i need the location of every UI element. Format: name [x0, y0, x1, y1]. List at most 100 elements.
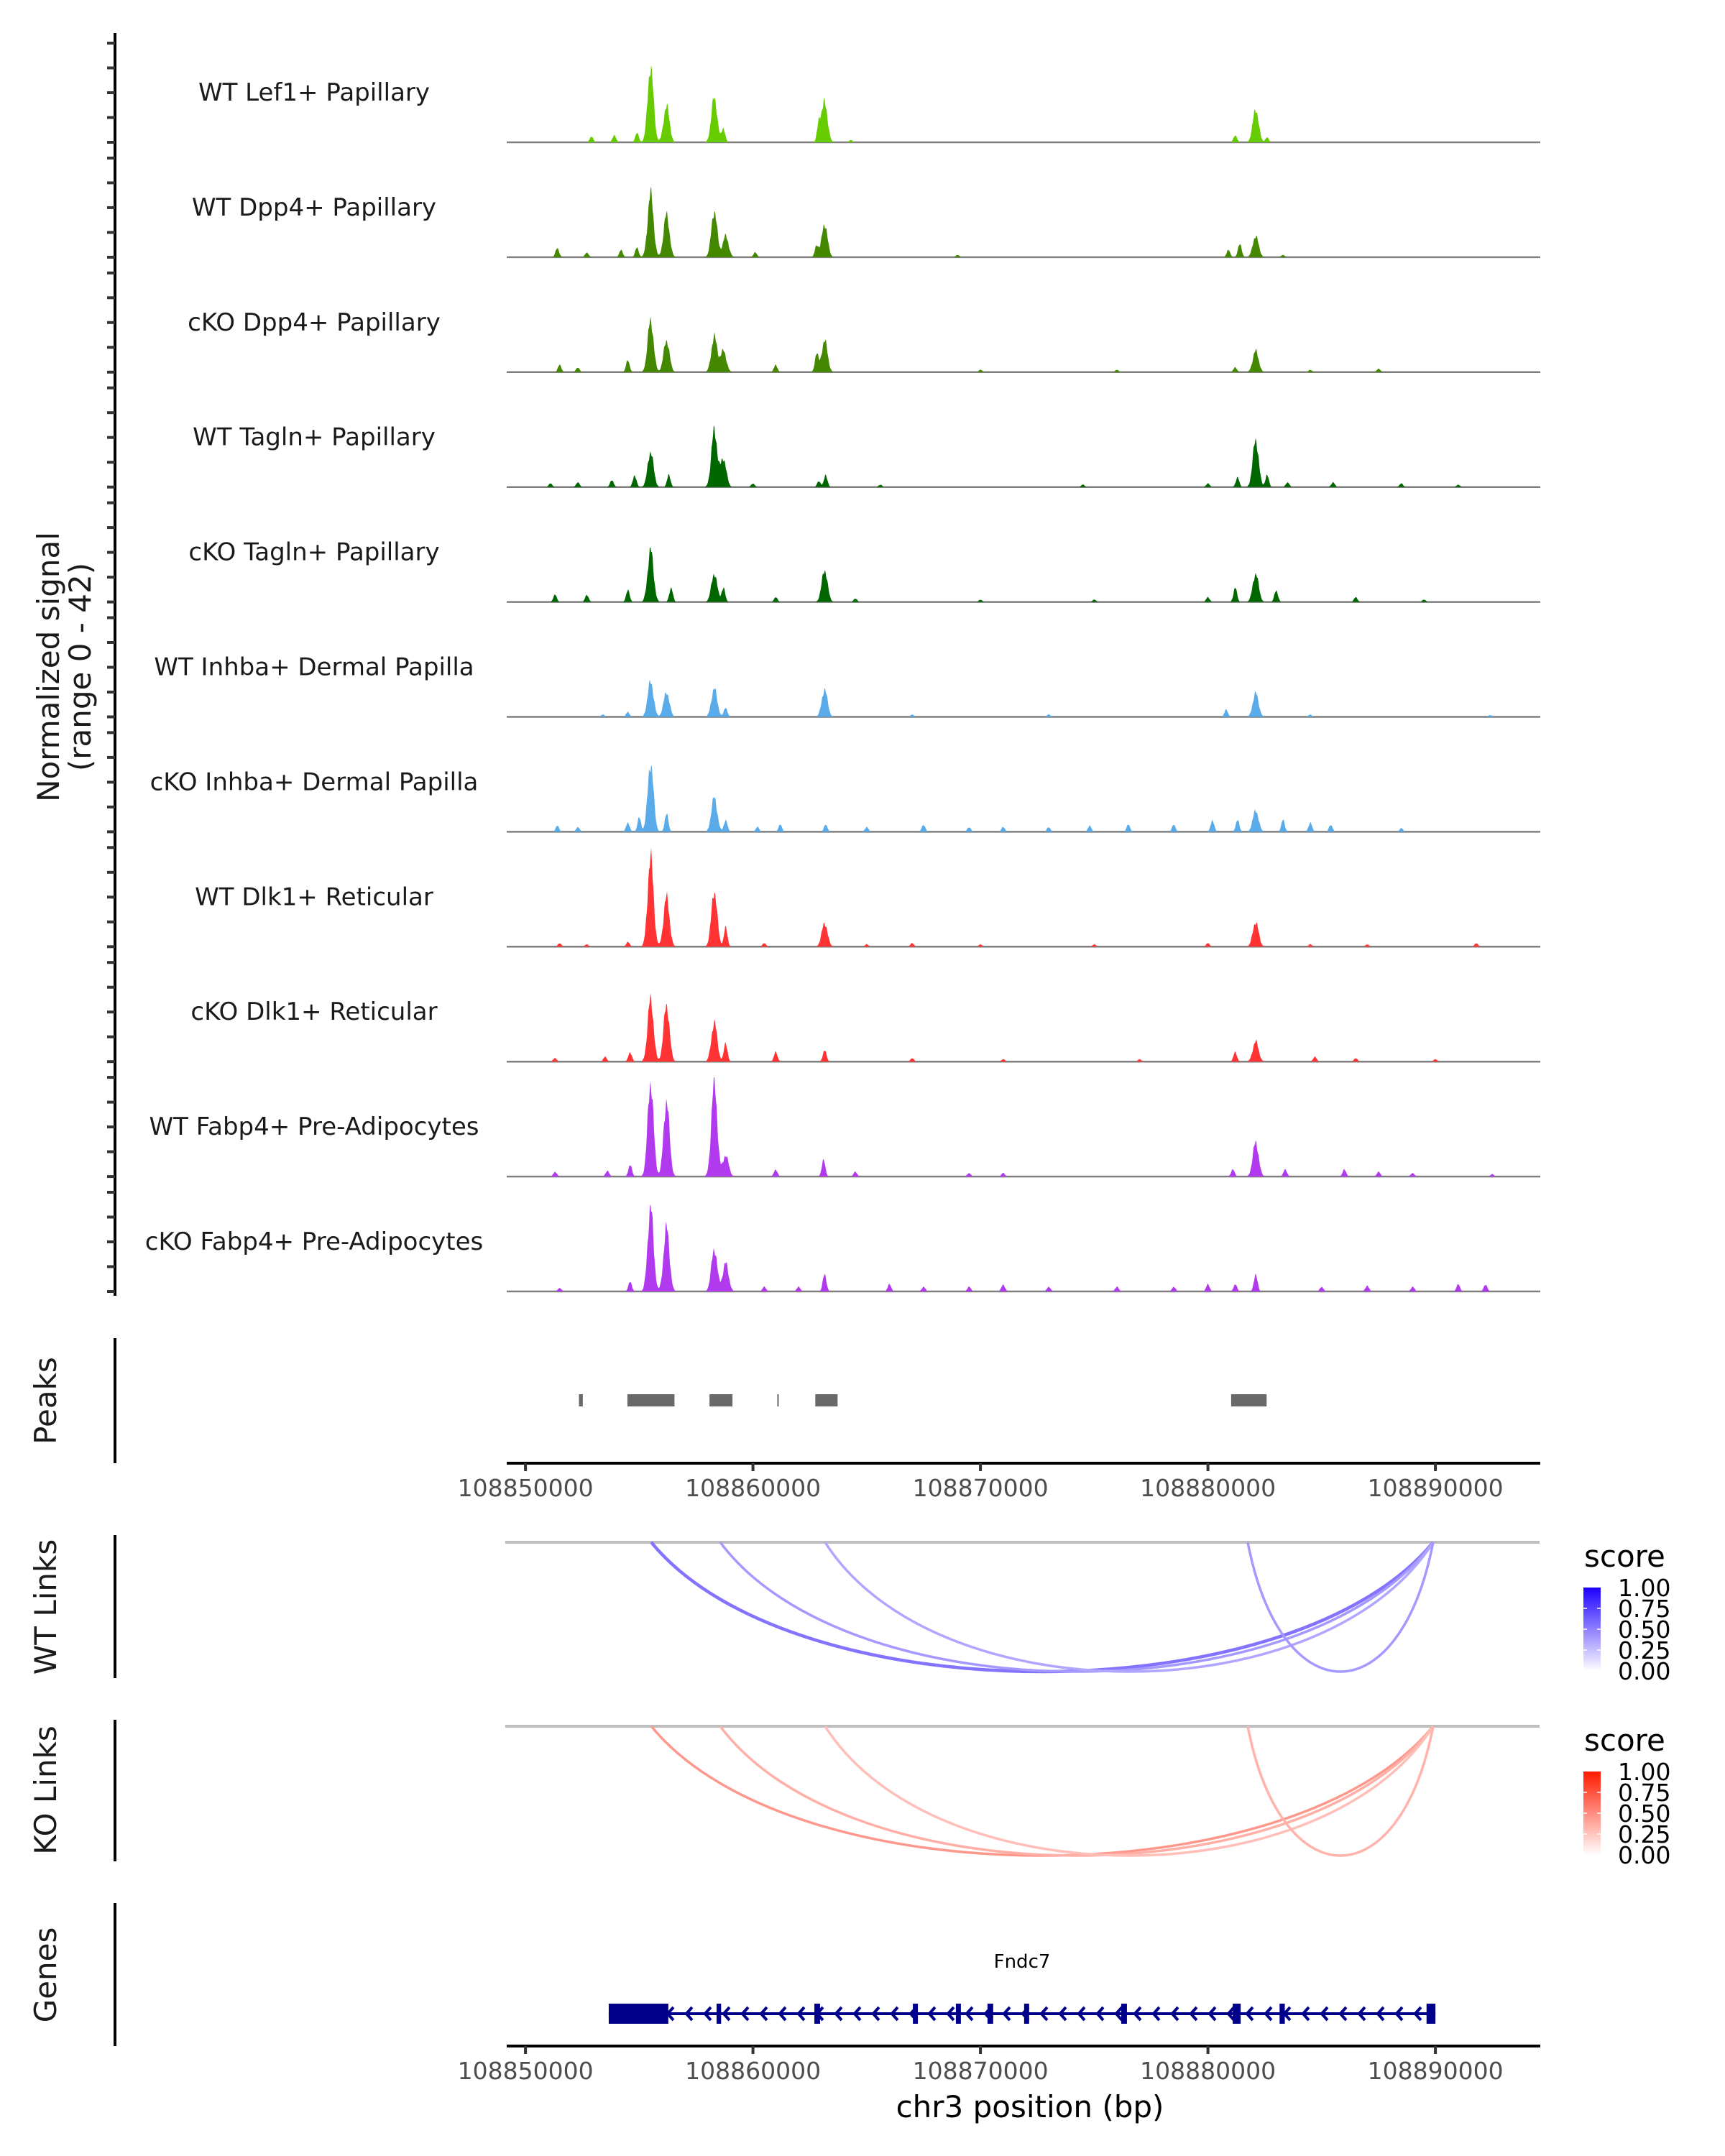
- wt-legend-title: score: [1584, 1539, 1665, 1574]
- coverage-track: cKO Dpp4+ Papillary: [188, 308, 1540, 374]
- strand-arrow-icon: [965, 2006, 974, 2022]
- legend-tick-label: 0.50: [1618, 1800, 1670, 1828]
- gene-exon: [1024, 2004, 1029, 2024]
- strand-arrow-icon: [1151, 2006, 1161, 2022]
- coverage-track: cKO Fabp4+ Pre-Adipocytes: [145, 1204, 1540, 1293]
- peak-region: [579, 1394, 583, 1406]
- strand-arrow-icon: [927, 2006, 937, 2022]
- gene-exon: [913, 2004, 919, 2024]
- strand-arrow-icon: [1394, 2006, 1404, 2022]
- link-arc: [719, 1541, 1435, 1673]
- x-tick-label: 108870000: [913, 1474, 1049, 1502]
- link-arc: [719, 1725, 1435, 1857]
- gene-model: Fndc7: [608, 1951, 1436, 2024]
- track-label: WT Dpp4+ Papillary: [192, 193, 436, 222]
- legend-tick-label: 0.75: [1618, 1595, 1670, 1623]
- ko-links-panel: KO Links: [28, 1720, 1540, 1861]
- gene-exon: [1279, 2004, 1285, 2024]
- legend-tick-label: 1.00: [1618, 1574, 1670, 1602]
- coverage-signal: [509, 316, 1540, 372]
- strand-arrow-icon: [1002, 2006, 1011, 2022]
- coverage-signal: [509, 765, 1540, 832]
- coverage-ylabel-line2: (range 0 - 42): [63, 563, 98, 771]
- gene-models: Fndc7: [608, 1951, 1436, 2024]
- wt-score-legend: score 1.000.750.500.250.00: [1583, 1539, 1670, 1685]
- track-label: WT Fabp4+ Pre-Adipocytes: [150, 1112, 479, 1141]
- peak-region: [777, 1394, 779, 1406]
- strand-arrow-icon: [1208, 2006, 1217, 2022]
- track-label: WT Inhba+ Dermal Papilla: [154, 653, 474, 682]
- ko-link-arcs: [650, 1725, 1435, 1857]
- gene-exon: [716, 2004, 722, 2024]
- track-label: cKO Dlk1+ Reticular: [190, 998, 437, 1026]
- strand-arrow-icon: [890, 2006, 899, 2022]
- strand-arrow-icon: [1226, 2006, 1236, 2022]
- coverage-track: cKO Tagln+ Papillary: [188, 538, 1540, 603]
- x-tick-label: 108870000: [913, 2057, 1049, 2085]
- x-axis-title: chr3 position (bp): [896, 2089, 1164, 2124]
- coverage-signal: [509, 847, 1540, 947]
- legend-tick-label: 0.00: [1618, 1657, 1670, 1685]
- link-arc: [824, 1726, 1435, 1857]
- gene-exon: [955, 2004, 961, 2024]
- strand-arrow-icon: [1338, 2006, 1348, 2022]
- coverage-ylabel-line1: Normalized signal: [31, 532, 66, 802]
- peaks-panel: Peaks 108850000 108860000 108870000 1088800…: [28, 1338, 1540, 1502]
- coverage-track: cKO Inhba+ Dermal Papilla: [150, 765, 1540, 833]
- x-tick-label: 108890000: [1368, 1474, 1504, 1502]
- strand-arrow-icon: [1264, 2006, 1273, 2022]
- strand-arrow-icon: [1413, 2006, 1422, 2022]
- x-axis-bottom: 108850000 108860000 108870000 108880000 1088…: [458, 2045, 1540, 2085]
- gene-exon: [814, 2004, 820, 2024]
- legend-tick-label: 0.75: [1618, 1779, 1670, 1807]
- x-tick-label: 108860000: [685, 1474, 821, 1502]
- strand-arrow-icon: [1077, 2006, 1086, 2022]
- gene-exon: [1121, 2004, 1127, 2024]
- coverage-track: WT Fabp4+ Pre-Adipocytes: [150, 1077, 1540, 1178]
- link-arc: [650, 1541, 1435, 1674]
- genes-label: Genes: [28, 1927, 63, 2023]
- strand-arrow-icon: [1039, 2006, 1049, 2022]
- ko-score-legend: score 1.000.750.500.250.00: [1583, 1723, 1670, 1869]
- x-tick-label: 108880000: [1140, 2057, 1276, 2085]
- ko-links-label: KO Links: [28, 1726, 63, 1855]
- coverage-signal: [509, 1077, 1540, 1177]
- strand-arrow-icon: [1058, 2006, 1067, 2022]
- ko-legend-title: score: [1584, 1723, 1665, 1758]
- x-tick-label: 108880000: [1140, 1474, 1276, 1502]
- genes-panel: Genes Fndc7 108850000 108860000 108870000 1…: [28, 1903, 1540, 2124]
- strand-arrow-icon: [740, 2006, 750, 2022]
- x-tick-label: 108850000: [458, 1474, 594, 1502]
- strand-arrow-icon: [1301, 2006, 1310, 2022]
- track-label: cKO Inhba+ Dermal Papilla: [150, 768, 479, 796]
- legend-tick-label: 0.25: [1618, 1820, 1670, 1848]
- coverage-signal: [509, 679, 1540, 717]
- track-label: cKO Dpp4+ Papillary: [188, 308, 441, 337]
- strand-arrow-icon: [1376, 2006, 1385, 2022]
- legend-tick-label: 1.00: [1618, 1758, 1670, 1786]
- strand-arrow-icon: [1245, 2006, 1254, 2022]
- gene-exon: [608, 2004, 668, 2024]
- strand-arrow-icon: [946, 2006, 955, 2022]
- strand-arrow-icon: [722, 2006, 731, 2022]
- strand-arrow-icon: [1133, 2006, 1142, 2022]
- legend-tick-label: 0.50: [1618, 1616, 1670, 1644]
- coverage-track: WT Tagln+ Papillary: [193, 423, 1540, 488]
- wt-links-panel: WT Links: [28, 1535, 1540, 1678]
- coverage-track: WT Lef1+ Papillary: [198, 65, 1540, 144]
- coverage-signal: [509, 1204, 1540, 1291]
- peak-regions: [579, 1394, 1267, 1406]
- strand-arrow-icon: [1095, 2006, 1105, 2022]
- strand-arrow-icon: [778, 2006, 787, 2022]
- legend-tick-label: 0.25: [1618, 1636, 1670, 1664]
- strand-arrow-icon: [759, 2006, 768, 2022]
- x-tick-label: 108890000: [1368, 2057, 1504, 2085]
- track-label: WT Dlk1+ Reticular: [195, 883, 433, 911]
- strand-arrow-icon: [852, 2006, 862, 2022]
- legend-tick-label: 0.00: [1618, 1841, 1670, 1869]
- peak-region: [627, 1394, 675, 1406]
- strand-arrow-icon: [1357, 2006, 1366, 2022]
- wt-link-arcs: [650, 1541, 1435, 1674]
- coverage-track: WT Inhba+ Dermal Papilla: [154, 653, 1540, 718]
